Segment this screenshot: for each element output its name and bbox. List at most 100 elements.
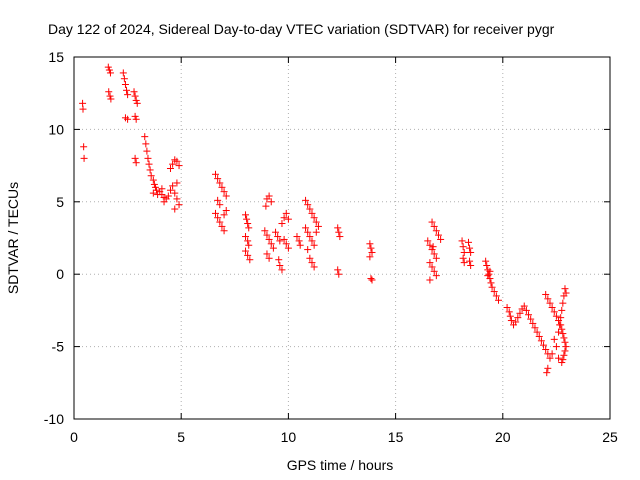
data-point <box>222 206 230 214</box>
data-point <box>467 248 475 256</box>
data-point <box>164 192 172 200</box>
data-point <box>302 224 310 232</box>
data-point <box>263 231 271 239</box>
data-point <box>274 233 282 241</box>
data-point <box>130 88 138 96</box>
data-point <box>430 267 438 275</box>
data-point <box>173 157 181 165</box>
data-point <box>175 162 183 170</box>
data-point <box>175 201 183 209</box>
data-point <box>242 247 250 255</box>
data-point <box>558 359 566 367</box>
data-point <box>169 160 177 168</box>
data-point <box>306 233 314 241</box>
data-point <box>267 198 275 206</box>
data-point <box>243 215 251 223</box>
data-point <box>132 115 140 123</box>
data-point <box>153 186 161 194</box>
data-point <box>533 328 541 336</box>
data-point <box>142 140 150 148</box>
data-point <box>244 251 252 259</box>
y-tick-label: 5 <box>56 194 64 210</box>
data-point <box>265 235 273 243</box>
x-tick-label: 10 <box>281 429 297 445</box>
data-point <box>147 172 155 180</box>
data-point <box>460 259 468 267</box>
data-point <box>312 218 320 226</box>
data-point <box>503 304 511 312</box>
data-point <box>171 205 179 213</box>
data-point <box>426 276 434 284</box>
data-point <box>284 215 292 223</box>
data-point <box>220 227 228 235</box>
data-point <box>558 306 566 314</box>
data-point <box>529 319 537 327</box>
data-point <box>119 69 127 77</box>
data-point <box>552 343 560 351</box>
data-point <box>79 105 87 113</box>
data-point <box>310 263 318 271</box>
data-point <box>559 356 567 364</box>
data-point <box>432 272 440 280</box>
data-point <box>335 228 343 236</box>
data-point <box>544 364 552 372</box>
data-point <box>487 279 495 287</box>
data-point <box>458 237 466 245</box>
data-point <box>105 88 113 96</box>
data-point <box>544 295 552 303</box>
data-point <box>535 332 543 340</box>
data-point <box>432 254 440 262</box>
data-point <box>552 312 560 320</box>
data-point <box>561 338 569 346</box>
data-point <box>265 254 273 262</box>
data-point <box>132 96 140 104</box>
data-point <box>557 314 565 322</box>
data-point <box>214 196 222 204</box>
data-point <box>106 92 114 100</box>
data-point <box>160 198 168 206</box>
data-point <box>424 237 432 245</box>
data-point <box>488 283 496 291</box>
data-point <box>151 183 159 191</box>
data-point <box>216 218 224 226</box>
data-point <box>124 115 132 123</box>
data-point <box>460 248 468 256</box>
y-axis-label: SDTVAR / TECUs <box>5 182 21 294</box>
data-point <box>368 276 376 284</box>
data-point <box>306 205 314 213</box>
data-point <box>218 222 226 230</box>
data-point <box>146 166 154 174</box>
axis-ticks: 0 5 10 15 20 25 -10 -5 0 5 10 15 <box>44 49 618 445</box>
data-point <box>262 202 270 210</box>
data-point <box>506 312 514 320</box>
data-point <box>546 354 554 362</box>
data-point <box>560 334 568 342</box>
data-point <box>265 192 273 200</box>
data-point <box>495 296 503 304</box>
data-point <box>310 214 318 222</box>
data-point <box>486 267 494 275</box>
data-point <box>555 328 563 336</box>
data-point <box>246 256 254 264</box>
data-point <box>166 164 174 172</box>
data-point <box>275 256 283 264</box>
data-point <box>314 222 322 230</box>
data-point <box>512 318 520 326</box>
data-point <box>304 246 312 254</box>
data-point <box>131 92 139 100</box>
data-point <box>559 330 567 338</box>
data-point <box>220 188 228 196</box>
chart-title: Day 122 of 2024, Sidereal Day-to-day VTE… <box>48 21 555 37</box>
data-point <box>367 275 375 283</box>
data-point <box>166 186 174 194</box>
data-point <box>482 257 490 265</box>
data-point <box>546 299 554 307</box>
data-point <box>531 324 539 332</box>
data-point <box>302 196 310 204</box>
data-point <box>490 288 498 296</box>
data-point <box>276 262 284 270</box>
data-point <box>212 209 220 217</box>
data-point <box>558 325 566 333</box>
